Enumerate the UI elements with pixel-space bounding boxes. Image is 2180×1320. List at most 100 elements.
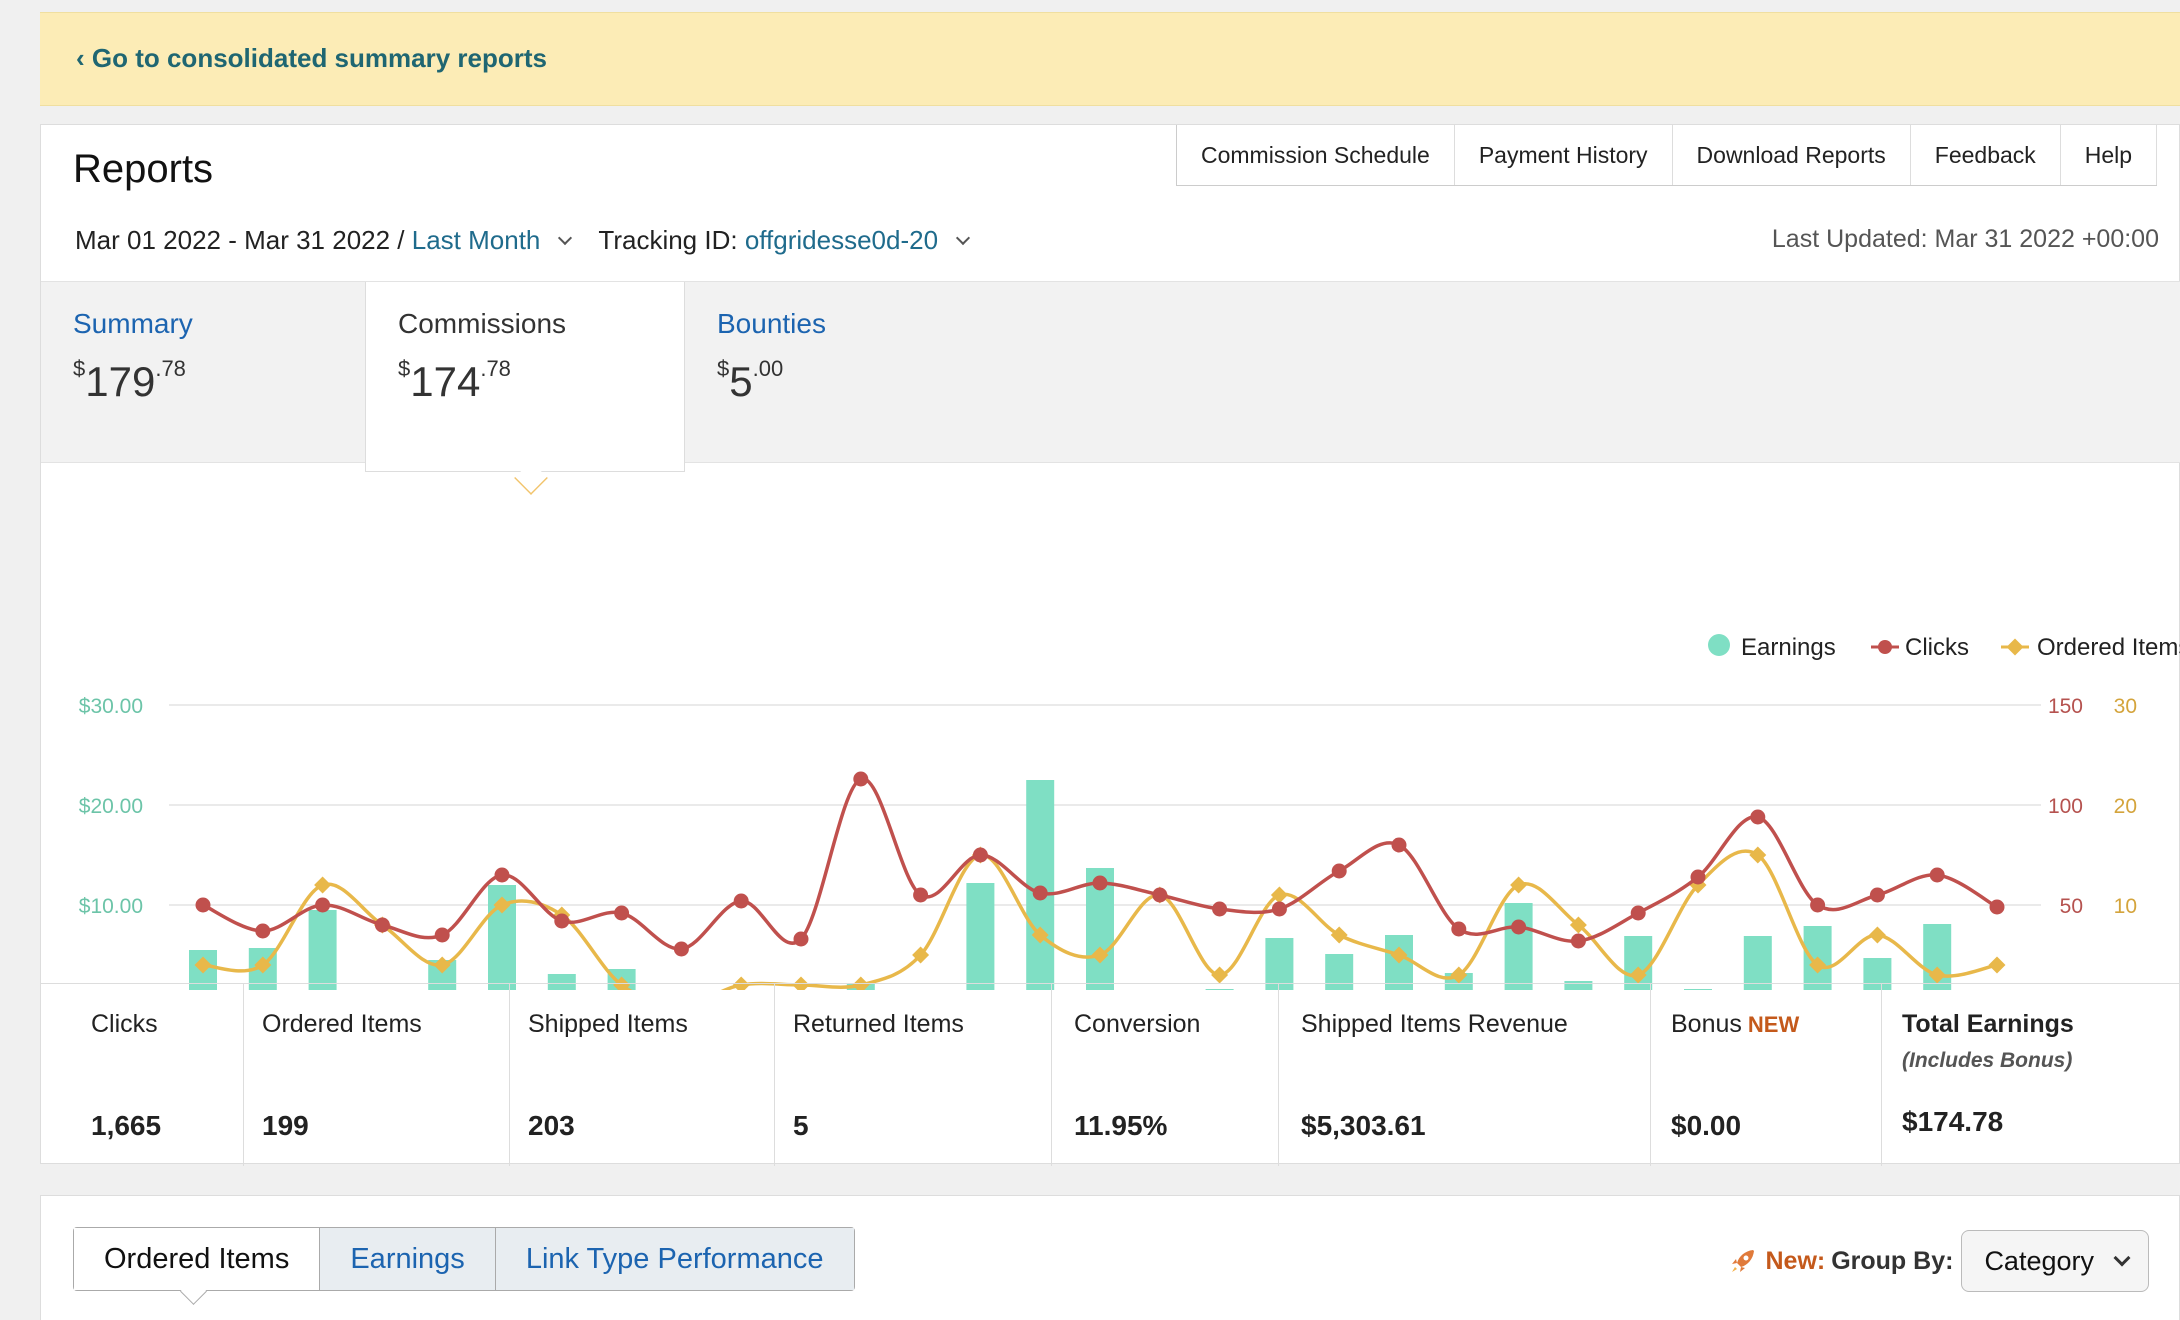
consolidated-summary-link[interactable]: ‹ Go to consolidated summary reports [76, 43, 547, 73]
help-button[interactable]: Help [2061, 125, 2158, 185]
earnings-bar [547, 974, 576, 990]
stat-bonus: Bonus NEW $0.00 [1651, 984, 1882, 1166]
ordered-items-point [1031, 926, 1049, 944]
stat-value: $5,303.61 [1301, 1110, 1426, 1141]
ordered-items-point [1928, 966, 1946, 984]
stat-shipped-items: Shipped Items 203 [510, 984, 775, 1166]
legend-earnings-marker [1708, 634, 1730, 656]
clicks-point [1032, 885, 1048, 901]
ordered-items-point [613, 976, 631, 990]
payment-history-button[interactable]: Payment History [1455, 125, 1673, 185]
date-range-text: Mar 01 2022 - Mar 31 2022 / [75, 225, 405, 255]
download-reports-button[interactable]: Download Reports [1673, 125, 1911, 185]
ordered-items-point [1749, 846, 1767, 864]
tab-amount: $174.78 [398, 356, 511, 405]
chevron-down-icon [2113, 1249, 2131, 1267]
group-by-select[interactable]: Category [1961, 1230, 2149, 1292]
ordered-items-point [1629, 966, 1647, 984]
y-left-tick-label: $30.00 [79, 695, 143, 718]
stat-sublabel: (Includes Bonus) [1902, 1049, 2073, 1072]
page-title: Reports [73, 147, 214, 191]
commission-schedule-button[interactable]: Commission Schedule [1177, 125, 1455, 185]
stat-value: 199 [262, 1110, 309, 1141]
earnings-bar [1504, 903, 1533, 990]
clicks-point [1152, 887, 1168, 903]
ordered-items-point [1569, 916, 1587, 934]
chevron-down-icon[interactable] [558, 230, 573, 245]
clicks-point [1690, 869, 1706, 885]
ordered-items-point [1510, 876, 1528, 894]
legend-clicks-marker [1878, 640, 1892, 654]
clicks-point [255, 923, 271, 939]
y-left-tick-label: $20.00 [79, 795, 143, 818]
clicks-point [673, 941, 689, 957]
tab-commissions[interactable]: Commissions $174.78 [365, 282, 685, 472]
ordered-items-point [1211, 966, 1229, 984]
stat-value: $174.78 [1902, 1106, 2004, 1137]
report-nav: Commission Schedule Payment History Down… [1176, 125, 2158, 186]
clicks-point [1391, 837, 1407, 853]
tab-summary[interactable]: Summary $179.78 [41, 282, 361, 464]
legend-clicks-label: Clicks [1905, 634, 1969, 661]
ordered-items-point [493, 896, 511, 914]
tab-link-type-performance[interactable]: Link Type Performance [494, 1228, 854, 1290]
group-by-label: Group By: [1831, 1246, 1954, 1275]
stat-label: Returned Items [793, 1010, 964, 1038]
stats-row: Clicks 1,665 Ordered Items 199 Shipped I… [41, 983, 2180, 1166]
clicks-point [1630, 905, 1646, 921]
tab-label: Commissions [398, 308, 567, 339]
earnings-bar [1743, 936, 1772, 990]
earnings-bar [308, 910, 337, 990]
report-filters: Mar 01 2022 - Mar 31 2022 / Last Month T… [75, 225, 996, 256]
clicks-point [1750, 809, 1766, 825]
stat-value: 11.95% [1074, 1110, 1168, 1141]
chevron-down-icon[interactable] [955, 230, 971, 245]
tab-ordered-items[interactable]: Ordered Items [74, 1228, 320, 1290]
clicks-point [733, 893, 749, 909]
clicks-point [374, 917, 390, 933]
tab-bounties[interactable]: Bounties $5.00 [685, 282, 1005, 464]
group-by-value: Category [1984, 1245, 2094, 1276]
stat-label: Clicks [91, 1010, 158, 1038]
ordered-items-point [433, 956, 451, 974]
group-by-control: New: Group By: Category [1729, 1230, 2149, 1292]
clicks-point [853, 771, 869, 787]
period-dropdown[interactable]: Last Month [411, 225, 541, 255]
stat-label: Ordered Items [262, 1010, 422, 1038]
stat-label: Conversion [1074, 1010, 1201, 1038]
breakdown-tabs: Ordered Items Earnings Link Type Perform… [73, 1227, 855, 1291]
last-updated: Last Updated: Mar 31 2022 +00:00 [1771, 225, 2159, 253]
clicks-point [793, 931, 809, 947]
y-right-clicks-tick-label: 50 [2060, 895, 2083, 918]
feedback-button[interactable]: Feedback [1911, 125, 2061, 185]
ordered-items-point [852, 976, 870, 990]
tab-amount: $5.00 [717, 356, 784, 405]
y-right-items-tick-label: 10 [2114, 895, 2137, 918]
ordered-items-point [314, 876, 332, 894]
y-right-clicks-tick-label: 150 [2048, 695, 2083, 718]
breakdown-card: Ordered Items Earnings Link Type Perform… [40, 1195, 2180, 1320]
ordered-items-point [194, 956, 212, 974]
clicks-point [1570, 933, 1586, 949]
legend-ordered-label: Ordered Items [2037, 634, 2180, 661]
tracking-id-dropdown[interactable]: offgridesse0d-20 [744, 225, 939, 255]
clicks-point [1331, 863, 1347, 879]
stat-label: Bonus NEW [1671, 1010, 1800, 1038]
y-left-tick-label: $10.00 [79, 895, 143, 918]
clicks-point [1511, 919, 1527, 935]
tab-earnings[interactable]: Earnings [319, 1228, 495, 1290]
earnings-bar [1205, 989, 1234, 990]
summary-tabs: Summary $179.78 Commissions $174.78 Boun… [41, 281, 2180, 472]
clicks-point [913, 887, 929, 903]
earnings-bar [1863, 958, 1892, 990]
stat-value: $0.00 [1671, 1110, 1742, 1141]
clicks-point [1810, 897, 1826, 913]
stat-value: 203 [528, 1110, 575, 1141]
new-label: New: [1765, 1246, 1826, 1275]
clicks-point [1929, 867, 1945, 883]
ordered-items-point [1809, 956, 1827, 974]
ordered-items-point [1868, 926, 1886, 944]
consolidated-banner: ‹ Go to consolidated summary reports [40, 12, 2180, 106]
